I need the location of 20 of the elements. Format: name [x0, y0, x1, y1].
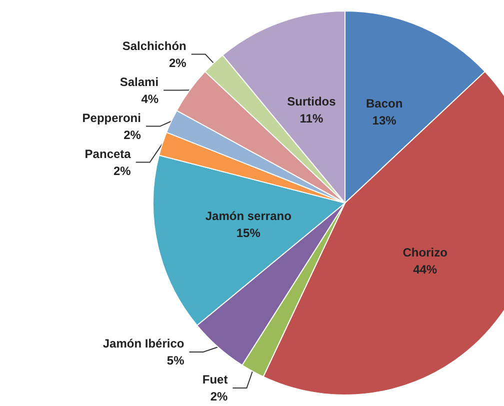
- slice-label: Bacon: [366, 96, 403, 111]
- slice-label: Chorizo: [402, 246, 448, 260]
- data-label: 2%: [124, 128, 142, 142]
- data-label: 11%: [300, 111, 324, 126]
- slice-label: Jamón serrano: [205, 209, 292, 224]
- slice-label: Fuet: [202, 372, 228, 386]
- data-label: 2%: [113, 164, 132, 178]
- data-label: 44%: [413, 262, 438, 277]
- slice-label: Salami: [120, 74, 159, 89]
- data-label: 15%: [236, 226, 261, 240]
- slice-label: Surtidos: [287, 94, 336, 108]
- data-label: 2%: [169, 56, 187, 70]
- slice-label: Panceta: [84, 146, 132, 161]
- data-label: 5%: [166, 354, 185, 368]
- slice-label: Salchichón: [122, 38, 186, 53]
- slice-label: Jamón Ibérico: [102, 336, 184, 350]
- data-label: 13%: [372, 114, 397, 128]
- data-label: 4%: [141, 92, 159, 106]
- data-label: 2%: [210, 390, 228, 404]
- slice-label: Pepperoni: [82, 110, 141, 125]
